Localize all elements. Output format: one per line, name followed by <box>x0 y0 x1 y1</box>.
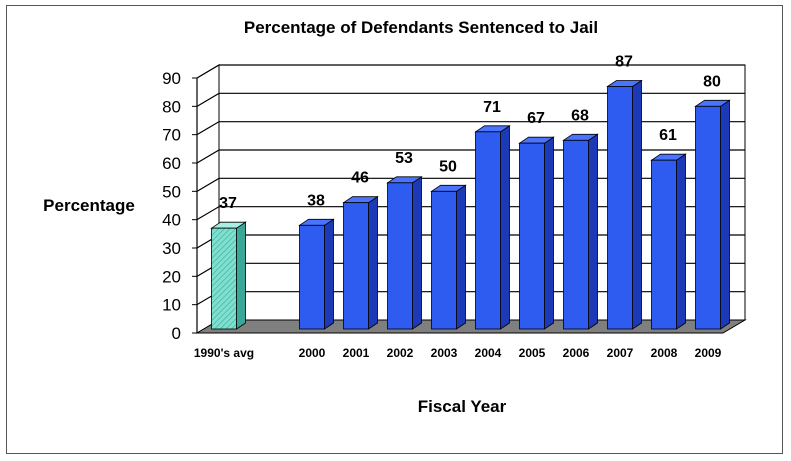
bar-2005 <box>519 142 545 330</box>
gridline <box>196 121 745 136</box>
data-label: 61 <box>659 127 677 144</box>
bar-side <box>236 221 246 330</box>
bar-side <box>632 79 642 330</box>
bar-side <box>456 184 466 330</box>
bar-2002 <box>387 182 413 330</box>
data-label: 71 <box>483 99 501 116</box>
chart-title: Percentage of Defendants Sentenced to Ja… <box>244 18 598 37</box>
bar-2007 <box>607 86 633 330</box>
bar-2001 <box>343 202 369 330</box>
data-label: 46 <box>351 170 369 187</box>
bar-side <box>500 125 510 330</box>
y-tick-label: 70 <box>162 126 181 145</box>
y-tick-label: 20 <box>162 267 181 286</box>
y-tick-label: 50 <box>162 182 181 201</box>
data-label: 38 <box>307 192 325 209</box>
gridline <box>196 64 745 79</box>
bar-side <box>412 176 422 330</box>
y-axis-label: Percentage <box>43 196 135 215</box>
y-tick-label: 10 <box>162 296 181 315</box>
x-tick-label: 2002 <box>387 346 414 360</box>
data-label: 37 <box>219 195 237 212</box>
plot-area: 0 10 20 30 40 50 60 70 80 90 37 1990's avg 38 2000 46 2… <box>162 54 747 360</box>
bar-side <box>676 153 686 330</box>
data-label: 50 <box>439 158 457 175</box>
y-tick-label: 60 <box>162 154 181 173</box>
bar-1990s-avg <box>211 227 237 330</box>
x-tick-label: 2000 <box>299 346 326 360</box>
bar-side <box>588 133 598 330</box>
y-tick-label: 90 <box>162 69 181 88</box>
bar-2004 <box>475 131 501 330</box>
x-tick-label: 2001 <box>343 346 370 360</box>
data-label: 67 <box>527 110 545 127</box>
x-tick-label: 2008 <box>651 346 678 360</box>
data-label: 68 <box>571 107 589 124</box>
bar-side <box>544 136 554 330</box>
bar-side <box>720 99 730 330</box>
x-tick-label: 2005 <box>519 346 546 360</box>
y-tick-label: 30 <box>162 239 181 258</box>
bar-2009 <box>695 105 721 330</box>
x-axis-label: Fiscal Year <box>418 397 507 416</box>
bar-2006 <box>563 139 589 330</box>
x-tick-label: 2007 <box>607 346 634 360</box>
bar-2003 <box>431 190 457 330</box>
x-tick-label: 2004 <box>475 346 502 360</box>
bar-2000 <box>299 224 325 330</box>
x-tick-label: 2006 <box>563 346 590 360</box>
data-label: 80 <box>703 73 721 90</box>
data-label: 87 <box>615 54 633 71</box>
y-tick-label: 0 <box>172 324 181 343</box>
x-tick-label: 1990's avg <box>194 346 254 360</box>
data-label: 53 <box>395 150 413 167</box>
bar-side <box>368 195 378 330</box>
x-tick-label: 2003 <box>431 346 458 360</box>
bar-2008 <box>651 159 677 330</box>
bar-side <box>324 218 334 330</box>
gridline <box>196 92 745 107</box>
y-tick-label: 40 <box>162 211 181 230</box>
x-tick-label: 2009 <box>695 346 722 360</box>
y-tick-label: 80 <box>162 97 181 116</box>
